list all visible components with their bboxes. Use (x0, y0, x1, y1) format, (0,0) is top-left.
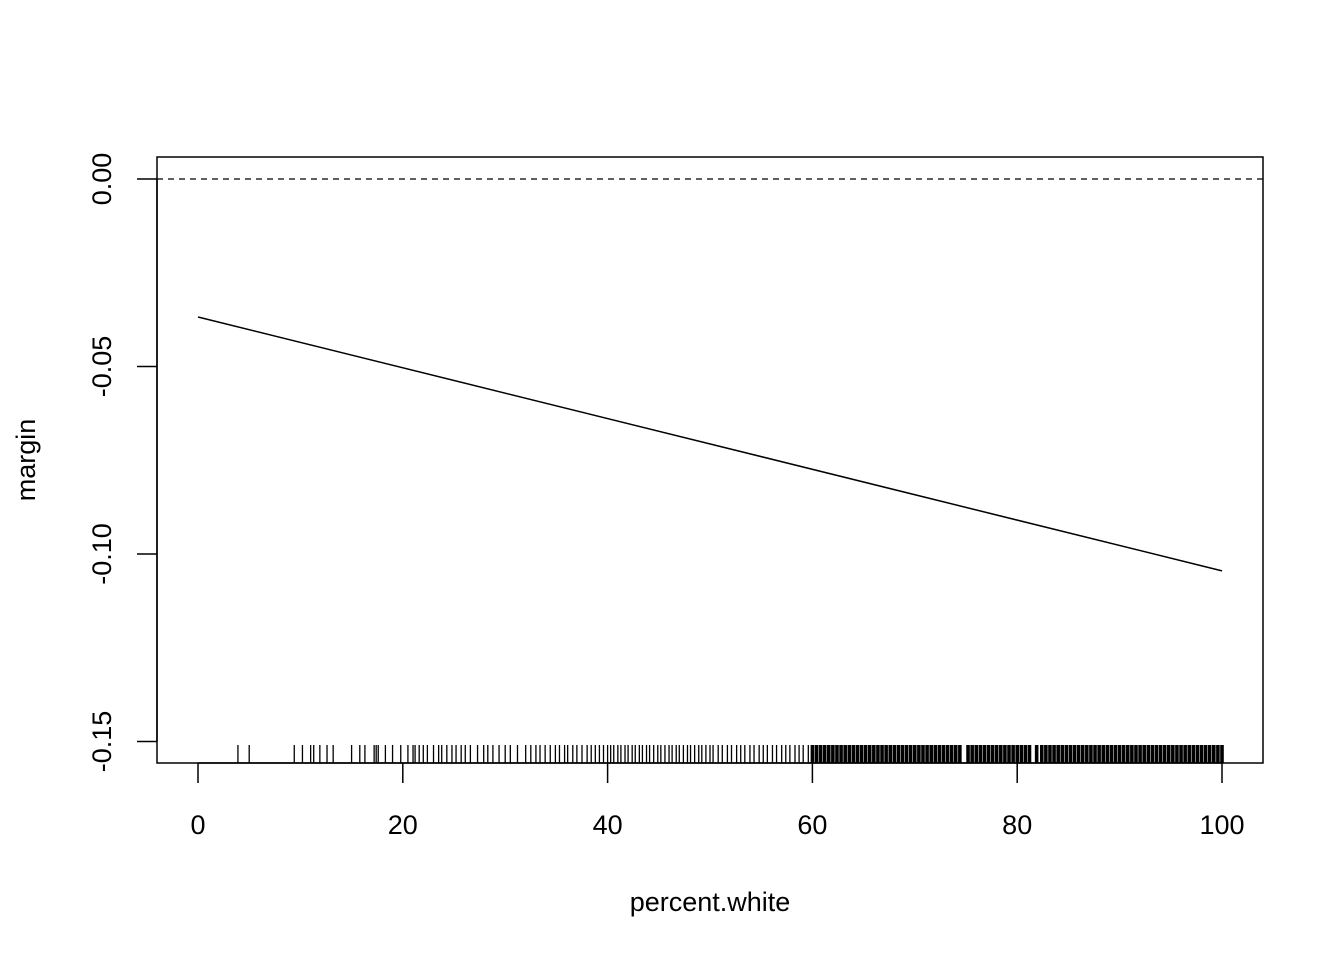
x-tick-label: 40 (593, 810, 623, 840)
y-axis: 0.00 -0.05 -0.10 -0.15 (87, 153, 158, 773)
x-tick-label: 0 (190, 810, 205, 840)
x-axis: 0 20 40 60 80 100 (190, 762, 1245, 840)
y-tick-label: 0.00 (87, 153, 117, 206)
plot-frame (156, 156, 1264, 764)
series-group (197, 316, 1223, 572)
x-tick-label: 20 (388, 810, 418, 840)
x-tick-label: 60 (797, 810, 827, 840)
x-tick-label: 100 (1199, 810, 1244, 840)
y-axis-label: margin (11, 419, 41, 502)
rug-group (237, 745, 1224, 763)
y-tick-label: -0.15 (87, 711, 117, 773)
y-tick-label: -0.10 (87, 523, 117, 585)
y-tick-label: -0.05 (87, 336, 117, 398)
x-axis-label: percent.white (630, 887, 791, 917)
series-line (197, 316, 1223, 572)
x-tick-label: 80 (1002, 810, 1032, 840)
